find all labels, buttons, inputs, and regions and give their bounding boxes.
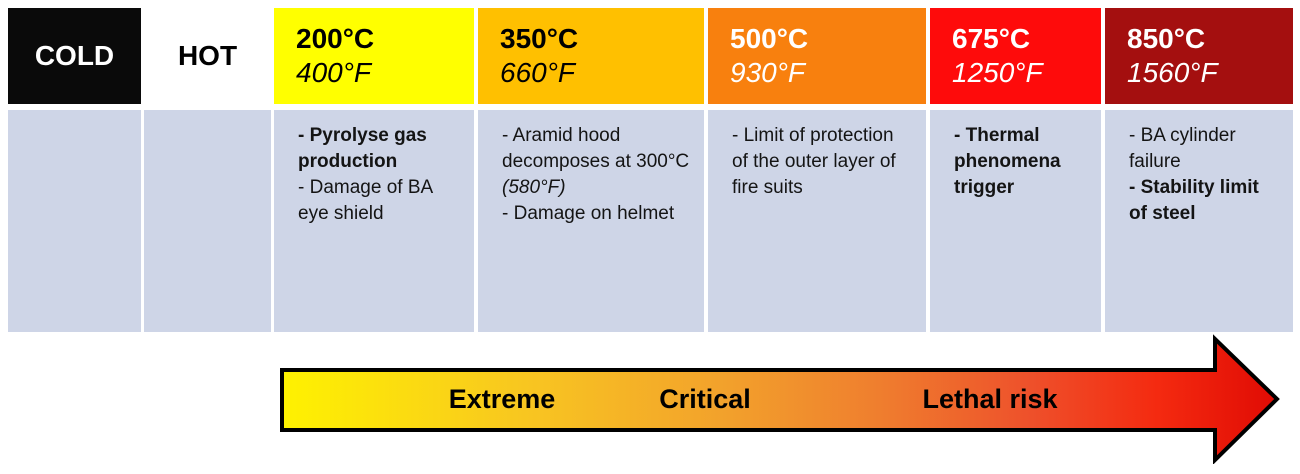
header-675c-fahrenheit: 1250°F <box>952 57 1043 88</box>
header-850c: 850°C 1560°F <box>1105 8 1293 104</box>
note-line: - Damage on helmet <box>502 203 675 224</box>
column-675c: 675°C 1250°F - Thermal phenomena trigger <box>930 0 1101 332</box>
header-350c-celsius: 350°C <box>500 23 579 54</box>
notes-500c: - Limit of protection of the outer layer… <box>708 110 926 332</box>
header-500c: 500°C 930°F <box>708 8 926 104</box>
header-cold: COLD <box>8 8 141 104</box>
header-hot: HOT <box>144 8 271 104</box>
column-cold: COLD <box>8 0 141 332</box>
notes-200c: - Pyrolyse gas production - Damage of BA… <box>274 110 474 332</box>
notes-675c: - Thermal phenomena trigger <box>930 110 1101 332</box>
notes-cold <box>8 110 141 332</box>
header-850c-celsius: 850°C <box>1127 23 1206 54</box>
header-500c-fahrenheit: 930°F <box>730 57 806 88</box>
header-200c-fahrenheit: 400°F <box>296 57 372 88</box>
header-850c-fahrenheit: 1560°F <box>1127 57 1218 88</box>
column-350c: 350°C 660°F - Aramid hood decomposes at … <box>478 0 704 332</box>
header-200c: 200°C 400°F <box>274 8 474 104</box>
note-line: - BA cylinder failure <box>1129 125 1236 172</box>
arrow-label-critical: Critical <box>659 384 751 414</box>
header-hot-label: HOT <box>177 40 238 71</box>
note-line: - Thermal phenomena trigger <box>954 125 1061 198</box>
note-line: - Limit of protection of the outer layer… <box>732 125 896 198</box>
risk-arrow: Extreme Critical Lethal risk <box>278 334 1282 465</box>
header-675c: 675°C 1250°F <box>930 8 1101 104</box>
note-line: - Pyrolyse gas production <box>298 125 427 172</box>
risk-arrow-shape <box>280 334 1280 465</box>
header-350c: 350°C 660°F <box>478 8 704 104</box>
note-line: - Aramid hood decomposes at 300°C (580°F… <box>502 125 690 198</box>
column-850c: 850°C 1560°F - BA cylinder failure - Sta… <box>1105 0 1293 332</box>
column-200c: 200°C 400°F - Pyrolyse gas production - … <box>274 0 474 332</box>
note-line: - Damage of BA eye shield <box>298 177 433 224</box>
arrow-label-lethal-risk: Lethal risk <box>922 384 1058 414</box>
header-675c-celsius: 675°C <box>952 23 1031 54</box>
notes-hot <box>144 110 271 332</box>
header-500c-celsius: 500°C <box>730 23 809 54</box>
header-cold-label: COLD <box>34 40 115 71</box>
notes-350c: - Aramid hood decomposes at 300°C (580°F… <box>478 110 704 332</box>
notes-850c: - BA cylinder failure - Stability limit … <box>1105 110 1293 332</box>
header-350c-fahrenheit: 660°F <box>500 57 576 88</box>
risk-arrow-svg: Extreme Critical Lethal risk <box>280 334 1280 465</box>
column-hot: HOT <box>144 0 271 332</box>
column-500c: 500°C 930°F - Limit of protection of the… <box>708 0 926 332</box>
header-200c-celsius: 200°C <box>296 23 375 54</box>
note-line: - Stability limit of steel <box>1129 177 1259 224</box>
arrow-label-extreme: Extreme <box>449 384 556 414</box>
